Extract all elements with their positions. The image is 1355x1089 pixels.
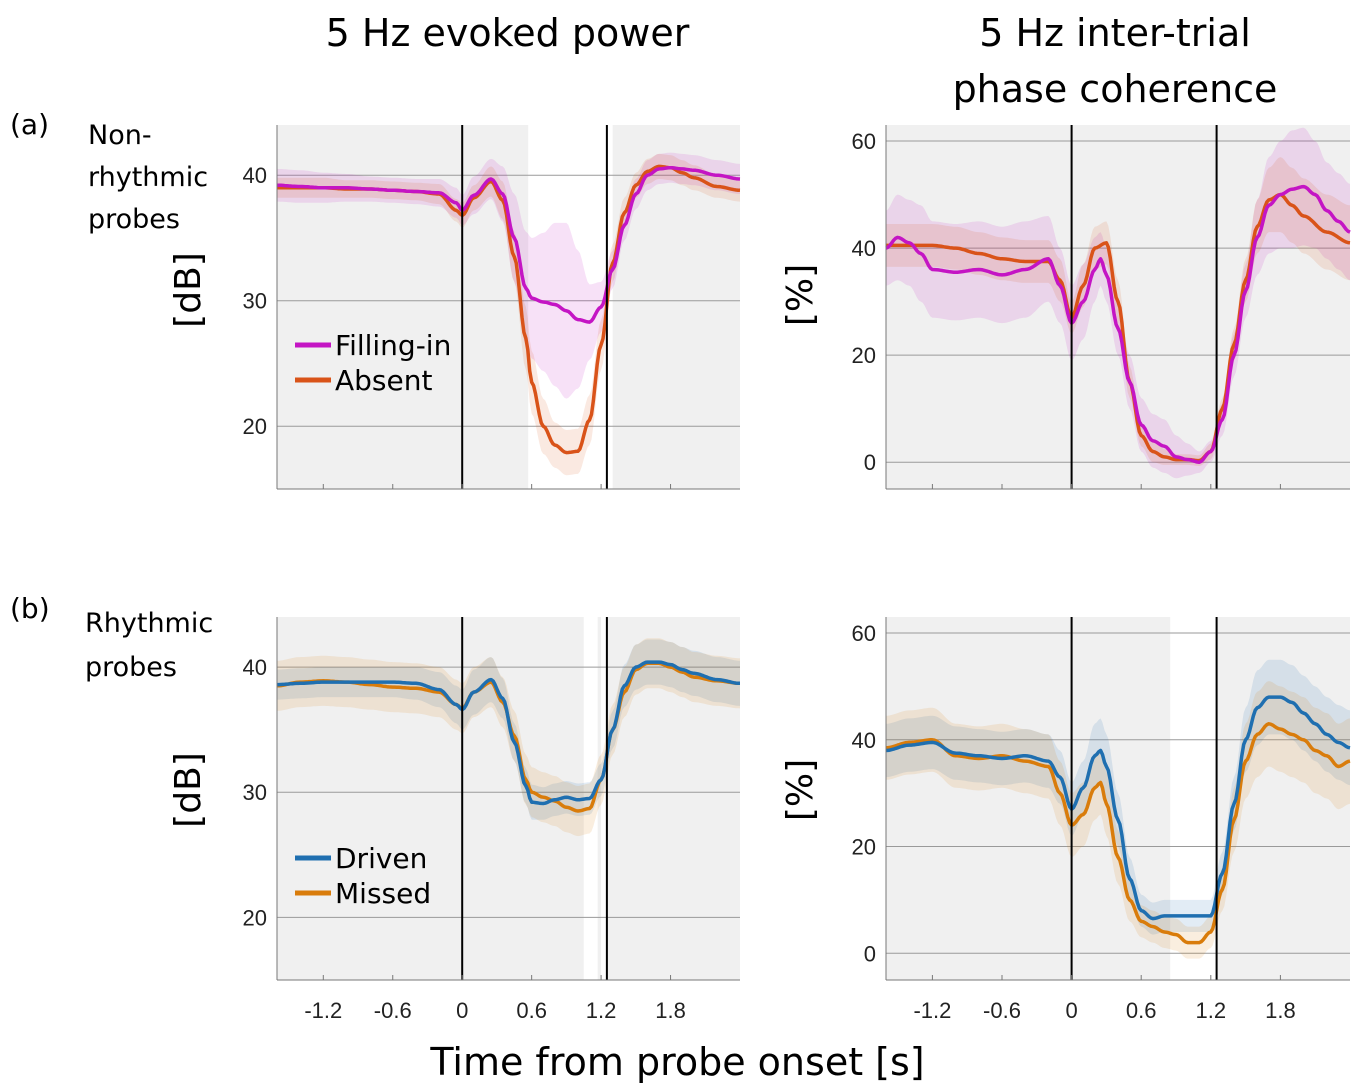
y-axis-label: [%]: [780, 759, 821, 821]
legend-entry-filling_in: Filling-in: [335, 329, 451, 362]
chart-a_itc: 0 20 40 60 [%]: [780, 125, 1351, 490]
series-line-filling_in: [885, 184, 1351, 464]
row-label-a-line2: rhythmic: [88, 162, 209, 193]
left-column-title: 5 Hz evoked power: [325, 11, 690, 55]
panel-tag-b: (b): [10, 592, 50, 625]
series-line-driven: [885, 695, 1351, 921]
y-tick-label: 20: [243, 905, 267, 930]
x-tick-label: -1.2: [304, 998, 342, 1023]
x-tick-label: 0: [1065, 998, 1077, 1023]
x-tick-label: 1.2: [586, 998, 617, 1023]
chart-b_itc: 0 20 40 60 -1.2 -0.6 0 0.6 1.2 1.8 [%]: [780, 617, 1351, 1023]
y-tick-label: 0: [864, 941, 876, 966]
y-tick-label: 20: [852, 343, 876, 368]
y-tick-label: 40: [852, 728, 876, 753]
legend-entry-missed: Missed: [335, 877, 431, 910]
x-tick-label: 0.6: [516, 998, 547, 1023]
confidence-band-driven: [886, 659, 1350, 935]
series-line-missed: [885, 722, 1351, 945]
x-tick-label: -1.2: [913, 998, 951, 1023]
y-axis-label: [dB]: [168, 752, 209, 828]
x-tick-label: 1.8: [1265, 998, 1296, 1023]
series-line-filling_in: [276, 165, 741, 324]
y-tick-label: 40: [852, 236, 876, 261]
x-tick-label: -0.6: [983, 998, 1021, 1023]
y-tick-label: 20: [852, 835, 876, 860]
significance-shade-1: [597, 617, 602, 980]
x-tick-label: -0.6: [374, 998, 412, 1023]
row-label-b-line2: probes: [85, 652, 177, 683]
x-axis-label: Time from probe onset [s]: [430, 1040, 925, 1084]
panel-tag-a: (a): [10, 108, 50, 141]
significance-shade-0: [277, 617, 584, 980]
y-tick-label: 60: [852, 621, 876, 646]
y-tick-label: 60: [852, 129, 876, 154]
confidence-band-missed: [886, 681, 1350, 959]
series-line-absent: [886, 192, 1351, 463]
x-tick-label: 1.2: [1196, 998, 1227, 1023]
y-axis-label: [%]: [780, 264, 821, 326]
significance-shade-0: [886, 617, 1171, 980]
series-line-driven: [277, 660, 740, 806]
row-label-a-line1: Non-: [88, 120, 152, 151]
y-tick-label: 30: [243, 780, 267, 805]
right-column-title-line1: 5 Hz inter-trial: [979, 11, 1251, 55]
x-tick-label: 0.6: [1126, 998, 1157, 1023]
y-tick-label: 40: [243, 655, 267, 680]
y-tick-label: 0: [864, 450, 876, 475]
row-label-a-line3: probes: [88, 204, 180, 235]
legend-entry-absent: Absent: [335, 364, 432, 397]
y-axis-label: [dB]: [168, 252, 209, 328]
right-column-title-line2: phase coherence: [952, 67, 1278, 111]
y-tick-label: 30: [243, 289, 267, 314]
x-tick-label: 1.8: [655, 998, 686, 1023]
legend-entry-driven: Driven: [335, 842, 427, 875]
y-tick-label: 40: [243, 163, 267, 188]
y-tick-label: 20: [243, 414, 267, 439]
row-label-b-line1: Rhythmic: [85, 608, 214, 639]
x-tick-label: 0: [456, 998, 468, 1023]
confidence-band-absent: [886, 157, 1350, 466]
